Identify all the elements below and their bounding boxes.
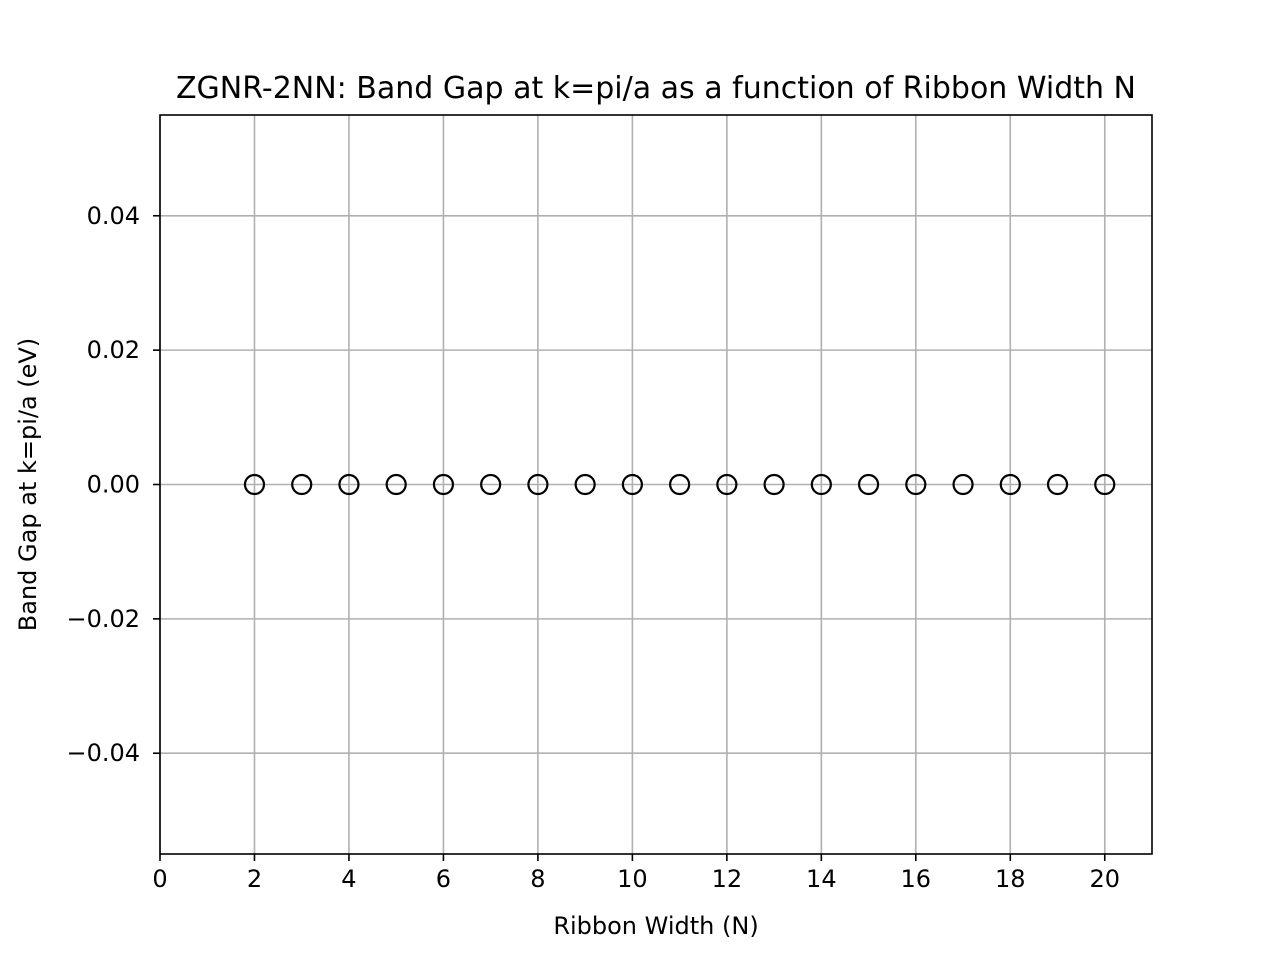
data-point xyxy=(432,473,455,496)
data-point xyxy=(952,473,974,496)
data-point xyxy=(338,473,360,496)
y-tick-label: −0.04 xyxy=(66,739,140,767)
y-tick-label: 0.02 xyxy=(87,336,140,364)
data-points xyxy=(243,473,1116,496)
data-point xyxy=(385,473,407,496)
x-tick-label: 2 xyxy=(247,865,262,893)
x-tick-label: 16 xyxy=(901,865,932,893)
data-point xyxy=(763,473,785,496)
y-tick-label: 0.04 xyxy=(87,202,140,230)
data-point xyxy=(621,473,643,496)
data-point xyxy=(574,473,596,496)
x-tick-label: 14 xyxy=(806,865,837,893)
x-tick-label: 20 xyxy=(1089,865,1120,893)
chart-title: ZGNR-2NN: Band Gap at k=pi/a as a functi… xyxy=(176,71,1136,106)
data-point xyxy=(857,473,880,496)
y-axis-label: Band Gap at k=pi/a (eV) xyxy=(14,338,42,631)
data-point xyxy=(1046,473,1069,496)
data-point xyxy=(669,473,691,496)
y-tick-label: −0.02 xyxy=(66,605,140,633)
x-tick-label: 0 xyxy=(152,865,167,893)
ticks: 0 2 4 6 8 10 12 14 16 18 20 −0.04 −0.02 0.00 0.02 0.04 xyxy=(66,202,1120,893)
x-tick-label: 4 xyxy=(341,865,356,893)
data-point xyxy=(810,473,832,496)
x-tick-label: 10 xyxy=(617,865,648,893)
data-point xyxy=(291,473,313,496)
data-point xyxy=(999,473,1021,496)
data-point xyxy=(243,473,266,496)
x-tick-label: 18 xyxy=(995,865,1026,893)
data-point xyxy=(1094,473,1116,496)
data-point xyxy=(480,473,502,496)
y-tick-label: 0.00 xyxy=(87,471,140,499)
data-point xyxy=(527,473,549,496)
data-point xyxy=(905,473,927,496)
x-axis-label: Ribbon Width (N) xyxy=(553,912,758,940)
x-tick-label: 6 xyxy=(436,865,451,893)
grid xyxy=(159,115,1152,854)
x-tick-label: 12 xyxy=(712,865,743,893)
data-point xyxy=(716,473,738,496)
x-tick-label: 8 xyxy=(530,865,545,893)
